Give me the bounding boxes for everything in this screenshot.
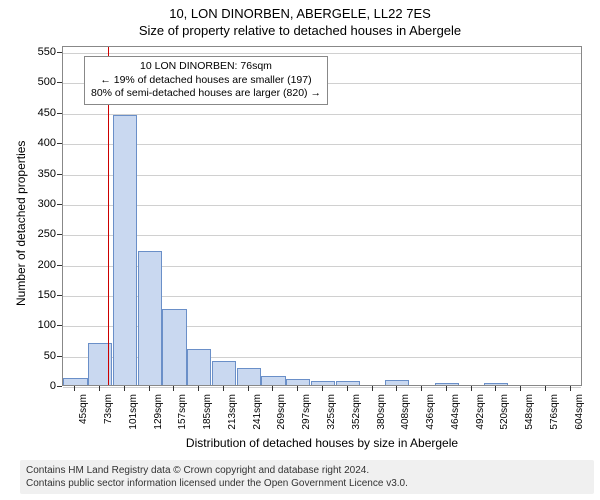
x-tick-label: 241sqm bbox=[252, 394, 263, 430]
x-tick-label: 380sqm bbox=[376, 394, 387, 430]
title-line-1: 10, LON DINORBEN, ABERGELE, LL22 7ES bbox=[0, 6, 600, 21]
y-tick-label: 550 bbox=[0, 46, 56, 58]
x-tick-label: 101sqm bbox=[128, 394, 139, 430]
infobox-line-3: 80% of semi-detached houses are larger (… bbox=[91, 87, 321, 101]
histogram-bar bbox=[484, 383, 508, 385]
histogram-bar bbox=[336, 381, 360, 385]
chart-container: 10, LON DINORBEN, ABERGELE, LL22 7ES Siz… bbox=[0, 6, 600, 38]
info-callout: 10 LON DINORBEN: 76sqm ← 19% of detached… bbox=[84, 56, 328, 105]
histogram-bar bbox=[63, 378, 87, 385]
x-tick-label: 213sqm bbox=[227, 394, 238, 430]
x-tick-label: 185sqm bbox=[202, 394, 213, 430]
y-tick-label: 300 bbox=[0, 198, 56, 210]
x-tick-label: 548sqm bbox=[524, 394, 535, 430]
x-tick-label: 604sqm bbox=[574, 394, 585, 430]
histogram-bar bbox=[212, 361, 236, 385]
y-axis-label: Number of detached properties bbox=[14, 141, 28, 306]
x-tick-label: 73sqm bbox=[103, 394, 114, 424]
y-tick-label: 150 bbox=[0, 289, 56, 301]
y-tick-label: 0 bbox=[0, 380, 56, 392]
y-tick-label: 200 bbox=[0, 259, 56, 271]
x-tick-label: 464sqm bbox=[450, 394, 461, 430]
histogram-bar bbox=[311, 381, 335, 385]
y-tick-label: 50 bbox=[0, 350, 56, 362]
x-axis-label: Distribution of detached houses by size … bbox=[62, 436, 582, 450]
x-tick-label: 129sqm bbox=[153, 394, 164, 430]
histogram-bar bbox=[261, 376, 285, 385]
y-tick-label: 500 bbox=[0, 76, 56, 88]
x-tick-label: 157sqm bbox=[177, 394, 188, 430]
x-tick-label: 325sqm bbox=[326, 394, 337, 430]
footer-line-2: Contains public sector information licen… bbox=[26, 477, 588, 490]
title-line-2: Size of property relative to detached ho… bbox=[0, 23, 600, 38]
histogram-bar bbox=[113, 115, 137, 385]
x-tick-label: 352sqm bbox=[351, 394, 362, 430]
y-tick-label: 350 bbox=[0, 168, 56, 180]
y-tick-label: 450 bbox=[0, 107, 56, 119]
infobox-line-1: 10 LON DINORBEN: 76sqm bbox=[91, 60, 321, 74]
footer-line-1: Contains HM Land Registry data © Crown c… bbox=[26, 464, 588, 477]
infobox-line-2: ← 19% of detached houses are smaller (19… bbox=[91, 74, 321, 88]
histogram-bar bbox=[237, 368, 261, 385]
x-tick-label: 520sqm bbox=[499, 394, 510, 430]
x-tick-label: 45sqm bbox=[78, 394, 89, 424]
y-tick-label: 100 bbox=[0, 319, 56, 331]
x-tick-label: 492sqm bbox=[475, 394, 486, 430]
y-tick-label: 400 bbox=[0, 137, 56, 149]
histogram-bar bbox=[138, 251, 162, 385]
x-tick-label: 576sqm bbox=[549, 394, 560, 430]
x-tick-label: 436sqm bbox=[425, 394, 436, 430]
x-tick-label: 269sqm bbox=[276, 394, 287, 430]
histogram-bar bbox=[286, 379, 310, 385]
histogram-bar bbox=[385, 380, 409, 385]
histogram-bar bbox=[187, 349, 211, 385]
y-tick-label: 250 bbox=[0, 228, 56, 240]
histogram-bar bbox=[162, 309, 186, 385]
x-tick-label: 297sqm bbox=[301, 394, 312, 430]
histogram-bar bbox=[435, 383, 459, 385]
x-tick-label: 408sqm bbox=[400, 394, 411, 430]
histogram-bar bbox=[88, 343, 112, 386]
footer-attribution: Contains HM Land Registry data © Crown c… bbox=[20, 460, 594, 494]
